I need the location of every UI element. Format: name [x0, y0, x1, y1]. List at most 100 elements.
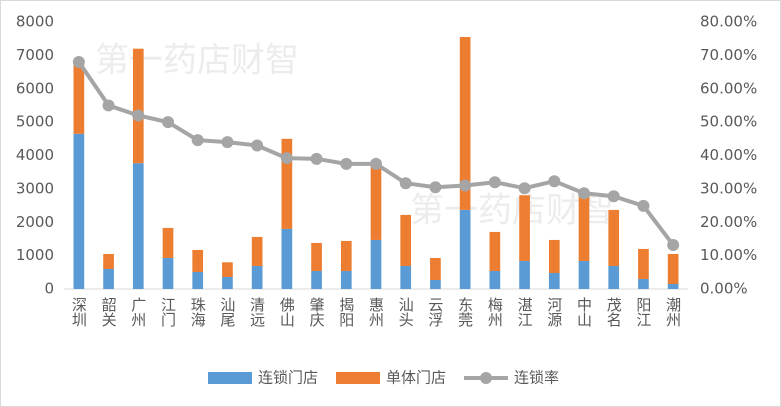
- bar: [489, 270, 501, 289]
- bar: [192, 249, 204, 272]
- x-tick-label: 河源: [545, 297, 563, 327]
- watermark: 第一药店财智: [95, 41, 299, 81]
- x-tick-label: 中山: [575, 297, 593, 327]
- y2-tick-label: 60.00%: [700, 79, 757, 97]
- x-tick-label: 云浮: [426, 297, 444, 327]
- x-tick-label: 东莞: [456, 297, 474, 328]
- line-marker: [162, 116, 174, 129]
- bar: [430, 279, 441, 289]
- y2-tick-label: 10.00%: [700, 246, 757, 264]
- x-tick-label: 深圳: [70, 297, 88, 327]
- legend-label: 连锁率: [514, 369, 559, 387]
- line-marker: [310, 152, 323, 165]
- bar: [400, 214, 412, 266]
- line-marker: [578, 187, 590, 200]
- line-marker: [340, 157, 353, 170]
- bar: [548, 272, 560, 289]
- x-tick-label: 广州: [129, 297, 147, 327]
- line-marker: [102, 99, 115, 112]
- line-marker: [399, 177, 412, 190]
- bar: [103, 253, 114, 269]
- line-marker: [429, 181, 442, 194]
- x-tick-label: 汕头: [397, 297, 415, 327]
- y-tick-label: 6000: [16, 79, 54, 97]
- bar: [132, 48, 144, 164]
- bar: [340, 270, 352, 289]
- bar: [548, 239, 560, 273]
- y2-tick-label: 30.00%: [700, 179, 757, 197]
- bar: [162, 257, 174, 289]
- bar: [638, 248, 649, 279]
- line-marker: [518, 182, 531, 195]
- y2-tick-label: 20.00%: [700, 213, 757, 231]
- bar: [281, 228, 293, 289]
- bar: [132, 163, 144, 289]
- y-tick-label: 7000: [16, 46, 54, 64]
- y2-tick-label: 50.00%: [700, 113, 757, 131]
- bar: [578, 194, 590, 261]
- x-tick-label: 韶关: [100, 297, 118, 327]
- bar: [340, 240, 352, 271]
- y-tick-label: 5000: [16, 113, 54, 131]
- bar: [222, 262, 233, 277]
- bar: [519, 195, 530, 261]
- line-marker: [488, 176, 501, 189]
- x-tick-label: 揭阳: [337, 297, 355, 327]
- y2-tick-label: 0.00%: [700, 280, 748, 298]
- bar: [667, 283, 679, 289]
- x-tick-label: 惠州: [367, 297, 385, 327]
- line-marker: [280, 152, 293, 165]
- bar: [519, 260, 530, 289]
- bar: [459, 37, 471, 210]
- y-tick-label: 3000: [16, 179, 54, 197]
- legend-swatch: [208, 372, 252, 384]
- bar: [192, 271, 204, 289]
- bar: [73, 133, 85, 289]
- y-tick-label: 2000: [16, 213, 54, 231]
- x-tick-label: 清远: [248, 297, 266, 328]
- x-tick-label: 阳江: [634, 297, 652, 327]
- bar: [667, 253, 679, 284]
- bar: [311, 270, 322, 289]
- bar: [430, 257, 441, 280]
- x-tick-label: 茂名: [605, 297, 623, 327]
- y-tick-label: 0: [44, 280, 54, 298]
- line-marker: [667, 238, 680, 251]
- y-tick-label: 1000: [16, 246, 54, 264]
- legend-label: 连锁门店: [258, 369, 318, 387]
- bar: [459, 209, 471, 289]
- x-tick-label: 梅州: [486, 297, 504, 327]
- bar: [73, 62, 85, 134]
- bar: [162, 227, 174, 258]
- bar: [222, 276, 233, 289]
- line-marker: [459, 179, 472, 192]
- x-tick-label: 珠海: [189, 297, 207, 327]
- y2-tick-label: 70.00%: [700, 46, 757, 64]
- bar: [400, 265, 412, 289]
- bar: [281, 138, 293, 229]
- bar: [370, 165, 382, 240]
- legend-label: 单体门店: [386, 369, 446, 387]
- bar: [489, 231, 501, 271]
- bar: [608, 265, 620, 289]
- line-marker: [251, 139, 264, 152]
- line-marker: [221, 136, 234, 149]
- line-marker: [607, 190, 620, 203]
- line-marker: [548, 175, 561, 188]
- bar: [311, 242, 322, 271]
- bar: [608, 209, 620, 266]
- y-tick-label: 8000: [16, 13, 54, 31]
- legend-swatch: [336, 372, 380, 384]
- x-tick-label: 江门: [159, 297, 177, 328]
- line-marker: [191, 134, 204, 147]
- x-tick-label: 肇庆: [308, 297, 326, 327]
- bar: [251, 265, 263, 289]
- x-tick-label: 佛山: [278, 297, 296, 327]
- y-tick-label: 4000: [16, 146, 54, 164]
- x-tick-label: 汕尾: [218, 297, 236, 328]
- bar: [370, 239, 382, 289]
- line-marker: [370, 157, 382, 170]
- line-marker: [72, 56, 85, 69]
